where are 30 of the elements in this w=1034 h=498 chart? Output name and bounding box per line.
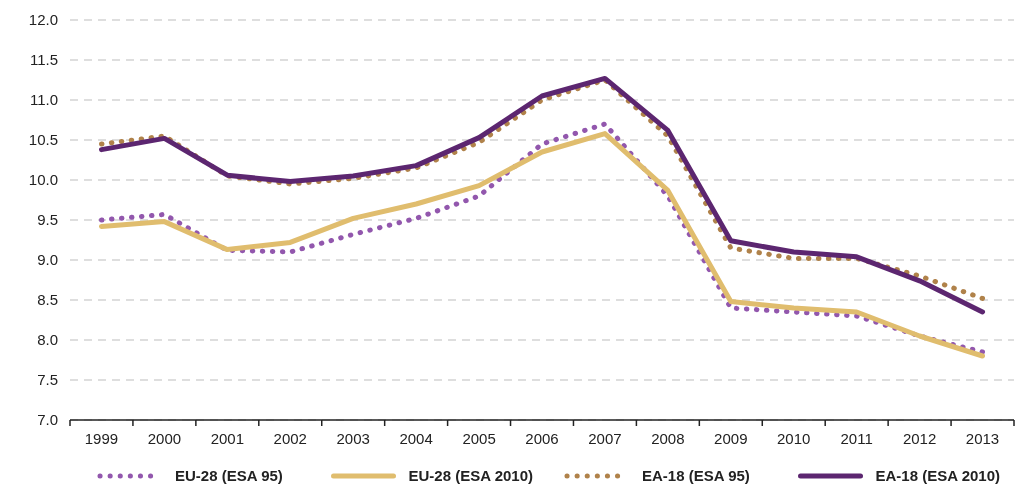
y-tick-label: 9.5 bbox=[37, 211, 58, 229]
y-tick-label: 11.5 bbox=[29, 51, 58, 69]
x-tick-label: 2009 bbox=[714, 430, 748, 447]
x-tick-label: 2003 bbox=[336, 430, 370, 447]
y-tick-label: 12.0 bbox=[28, 11, 58, 29]
y-tick-label: 10.5 bbox=[28, 131, 58, 149]
y-tick-label: 10.0 bbox=[28, 171, 58, 189]
x-tick-label: 2012 bbox=[902, 430, 937, 447]
y-tick-label: 7.5 bbox=[37, 371, 58, 389]
x-tick-label: 1999 bbox=[84, 430, 119, 447]
y-tick-label: 9.0 bbox=[37, 251, 58, 269]
y-tick-label: 11.0 bbox=[29, 91, 58, 109]
y-tick-label: 7.0 bbox=[37, 411, 58, 429]
x-tick-label: 2007 bbox=[588, 430, 622, 447]
x-tick-label: 2010 bbox=[777, 430, 811, 447]
x-tick-label: 2001 bbox=[210, 430, 245, 447]
x-tick-label: 2011 bbox=[840, 430, 873, 447]
x-tick-label: 2000 bbox=[147, 430, 182, 447]
x-tick-label: 2013 bbox=[965, 430, 1000, 447]
y-tick-label: 8.5 bbox=[37, 291, 58, 309]
x-tick-label: 2008 bbox=[651, 430, 685, 447]
legend-label: EA-18 (ESA 95) bbox=[642, 467, 750, 484]
x-tick-label: 2005 bbox=[462, 430, 496, 447]
x-tick-label: 2002 bbox=[273, 430, 307, 447]
x-tick-label: 2006 bbox=[525, 430, 559, 447]
x-tick-label: 2004 bbox=[399, 430, 433, 447]
y-tick-label: 8.0 bbox=[37, 331, 58, 349]
legend-label: EU-28 (ESA 2010) bbox=[408, 467, 533, 484]
legend-label: EA-18 (ESA 2010) bbox=[875, 467, 1000, 484]
legend-label: EU-28 (ESA 95) bbox=[175, 467, 283, 484]
